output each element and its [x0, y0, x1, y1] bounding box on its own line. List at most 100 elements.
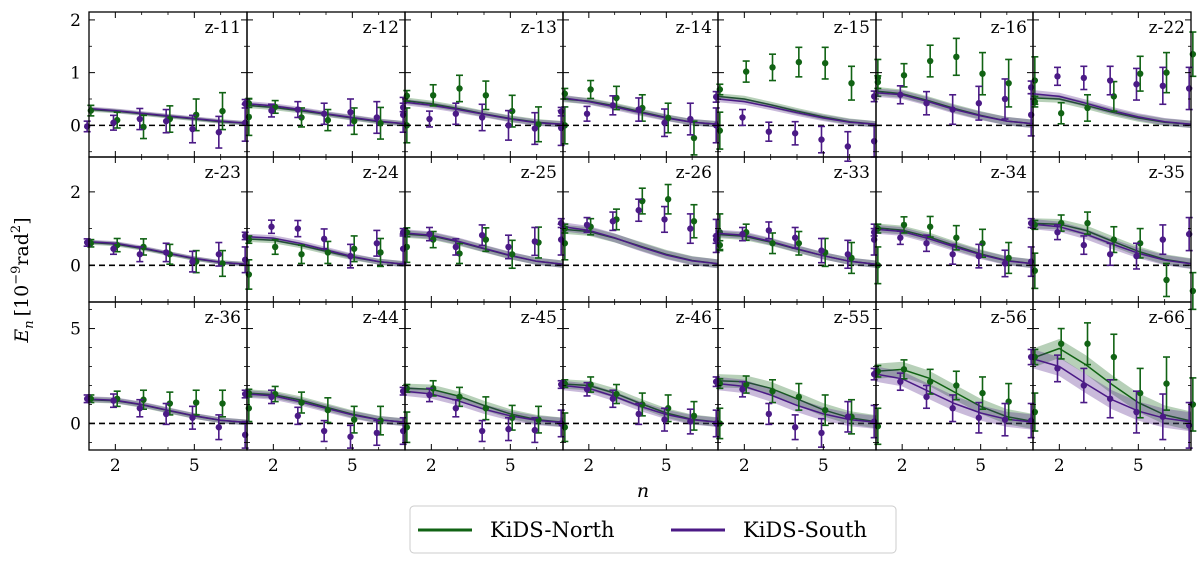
- south-data-point: [162, 117, 170, 125]
- x-tick-label: 5: [189, 456, 200, 476]
- south-data-point: [1080, 241, 1088, 249]
- north-data-point: [456, 85, 463, 92]
- x-tick-label: 5: [818, 456, 829, 476]
- south-model-band: [1033, 349, 1191, 432]
- panel-label: z-16: [991, 18, 1027, 38]
- north-data-point: [377, 120, 384, 127]
- south-data-point: [189, 258, 196, 265]
- north-data-point: [219, 400, 226, 407]
- north-data-point: [1005, 79, 1012, 87]
- panel-z-11: z-11: [83, 11, 253, 158]
- south-data-point: [1133, 81, 1140, 88]
- x-tick-label: 5: [1133, 456, 1144, 476]
- north-data-point: [508, 414, 516, 421]
- south-model-line: [562, 225, 719, 265]
- panel-label: z-23: [205, 163, 241, 183]
- panel-label: z-25: [521, 163, 557, 183]
- south-data-point: [844, 143, 852, 150]
- south-data-point: [294, 225, 302, 232]
- north-data-point: [482, 405, 490, 412]
- panel-label: z-55: [834, 308, 870, 328]
- south-data-point: [975, 414, 983, 421]
- south-data-point: [661, 119, 668, 126]
- north-data-point: [1084, 219, 1091, 227]
- south-data-point: [1001, 260, 1009, 267]
- south-data-point: [765, 128, 773, 135]
- north-data-point: [219, 260, 226, 267]
- panel-z-12: z-12: [241, 11, 411, 158]
- y-tick-label: 0: [70, 414, 81, 434]
- panel-z-55: z-55 2 5: [712, 301, 882, 476]
- south-data-point: [478, 427, 486, 435]
- north-data-point: [926, 223, 934, 230]
- x-tick-label: 5: [347, 456, 358, 476]
- south-data-point: [923, 100, 930, 107]
- panel-label: z-24: [363, 163, 399, 183]
- north-data-point: [1163, 276, 1170, 284]
- panel-z-16: z-16: [870, 11, 1039, 158]
- x-tick-label: 2: [426, 456, 437, 476]
- south-data-point: [923, 393, 930, 401]
- south-data-point: [635, 410, 642, 418]
- south-data-point: [1133, 252, 1140, 260]
- north-data-point: [271, 243, 279, 251]
- north-data-point: [350, 117, 358, 125]
- south-data-point: [1159, 236, 1167, 243]
- panel-z-25: z-25: [399, 156, 569, 303]
- south-data-point: [897, 91, 904, 98]
- south-data-point: [531, 426, 539, 434]
- south-data-point: [975, 252, 983, 260]
- south-data-point: [609, 395, 617, 402]
- y-tick-label: 2: [70, 183, 81, 203]
- north-data-point: [1084, 104, 1091, 112]
- x-tick-label: 2: [897, 456, 908, 476]
- north-data-point: [848, 79, 855, 87]
- north-data-point: [508, 107, 516, 115]
- south-data-point: [1001, 95, 1009, 103]
- panel-z-35: z-35: [1027, 156, 1197, 311]
- x-tick-label: 5: [661, 456, 672, 476]
- north-data-point: [324, 116, 332, 124]
- south-data-point: [162, 410, 170, 418]
- north-data-point: [742, 68, 750, 75]
- south-model-line: [717, 98, 877, 126]
- legend-frame: [409, 505, 897, 554]
- south-data-point: [1080, 382, 1088, 389]
- north-data-point: [821, 406, 829, 414]
- legend: KiDS-North KiDS-South: [409, 505, 897, 554]
- north-data-point: [350, 416, 358, 423]
- north-data-point: [1163, 69, 1170, 76]
- south-data-point: [1054, 365, 1061, 372]
- panel-label: z-11: [205, 18, 241, 38]
- north-data-point: [377, 249, 384, 256]
- panel-z-24: z-24: [241, 156, 411, 303]
- south-data-point: [1054, 73, 1061, 80]
- south-data-point: [505, 243, 512, 251]
- x-tick-label: 2: [739, 456, 750, 476]
- y-title-unit: rad: [11, 233, 33, 266]
- south-data-point: [923, 240, 930, 247]
- south-data-point: [844, 251, 852, 258]
- north-data-point: [140, 243, 147, 251]
- north-data-point: [664, 196, 672, 203]
- north-data-point: [979, 70, 986, 77]
- x-tick-label: 2: [1054, 456, 1065, 476]
- north-data-point: [690, 134, 698, 142]
- south-data-point: [110, 119, 117, 126]
- north-data-point: [1110, 236, 1118, 243]
- south-data-point: [1133, 408, 1140, 416]
- north-data-point: [690, 412, 698, 420]
- south-data-point: [189, 125, 196, 133]
- panel-frame: [1032, 301, 1192, 451]
- panel-label: z-46: [676, 308, 712, 328]
- south-data-point: [452, 243, 460, 251]
- y-title-unit-exponent: 2: [9, 225, 24, 233]
- south-data-point: [687, 115, 694, 123]
- y-title-open: [10: [11, 285, 33, 317]
- y-tick-label: 0: [70, 256, 81, 276]
- south-data-point: [268, 393, 275, 401]
- north-data-point: [429, 92, 437, 99]
- south-data-point: [609, 102, 617, 109]
- south-data-point: [818, 429, 825, 437]
- x-tick-label: 5: [505, 456, 516, 476]
